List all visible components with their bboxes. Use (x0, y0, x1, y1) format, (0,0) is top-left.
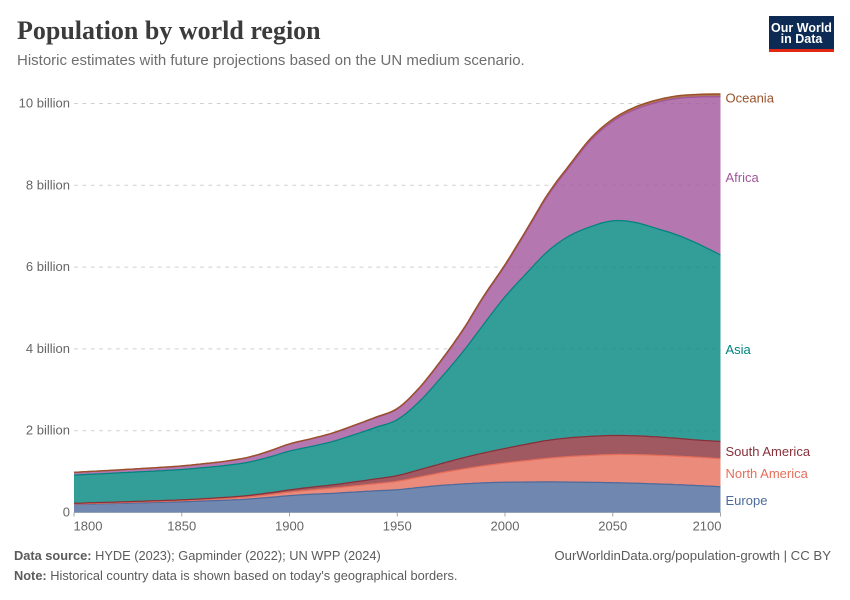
svg-text:Europe: Europe (726, 493, 768, 508)
svg-text:2000: 2000 (491, 519, 520, 534)
svg-text:4 billion: 4 billion (26, 341, 70, 356)
svg-text:6 billion: 6 billion (26, 259, 70, 274)
svg-text:10 billion: 10 billion (19, 96, 70, 111)
svg-text:Oceania: Oceania (726, 90, 775, 105)
svg-text:Africa: Africa (726, 170, 760, 185)
svg-text:1800: 1800 (74, 519, 103, 534)
svg-text:Asia: Asia (726, 342, 752, 357)
svg-text:1950: 1950 (383, 519, 412, 534)
svg-text:1900: 1900 (275, 519, 304, 534)
svg-text:2050: 2050 (598, 519, 627, 534)
svg-text:2100: 2100 (693, 519, 722, 534)
svg-text:North America: North America (726, 466, 809, 481)
svg-text:0: 0 (63, 505, 70, 520)
svg-text:8 billion: 8 billion (26, 177, 70, 192)
svg-text:2 billion: 2 billion (26, 423, 70, 438)
svg-text:1850: 1850 (167, 519, 196, 534)
svg-text:South America: South America (726, 444, 811, 459)
